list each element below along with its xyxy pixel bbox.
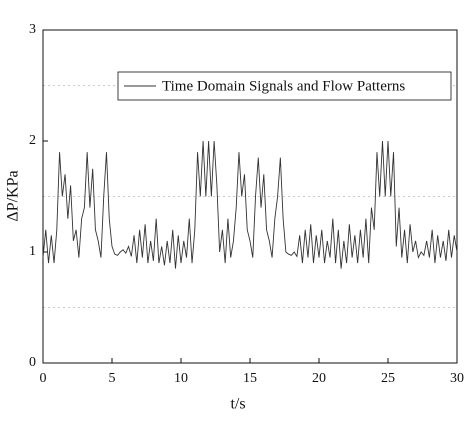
y-axis-label: ΔP/KPa: [5, 170, 22, 221]
y-tick-label: 3: [29, 22, 36, 37]
legend-label: Time Domain Signals and Flow Patterns: [162, 78, 405, 94]
y-tick-label: 0: [29, 355, 36, 370]
x-axis-label: t/s: [230, 396, 245, 413]
line-series: [42, 140, 458, 269]
x-tick-label: 10: [174, 371, 188, 386]
y-tick-label: 1: [29, 244, 36, 259]
x-tick-label: 5: [109, 371, 116, 386]
x-tick-label: 20: [312, 371, 326, 386]
x-tick-label: 0: [40, 371, 47, 386]
x-tick-label: 15: [243, 371, 257, 386]
legend-box: [117, 71, 452, 101]
x-tick-label: 30: [450, 371, 464, 386]
plot-frame: [42, 29, 458, 364]
y-tick-label: 2: [29, 133, 36, 148]
x-tick-label: 25: [381, 371, 395, 386]
